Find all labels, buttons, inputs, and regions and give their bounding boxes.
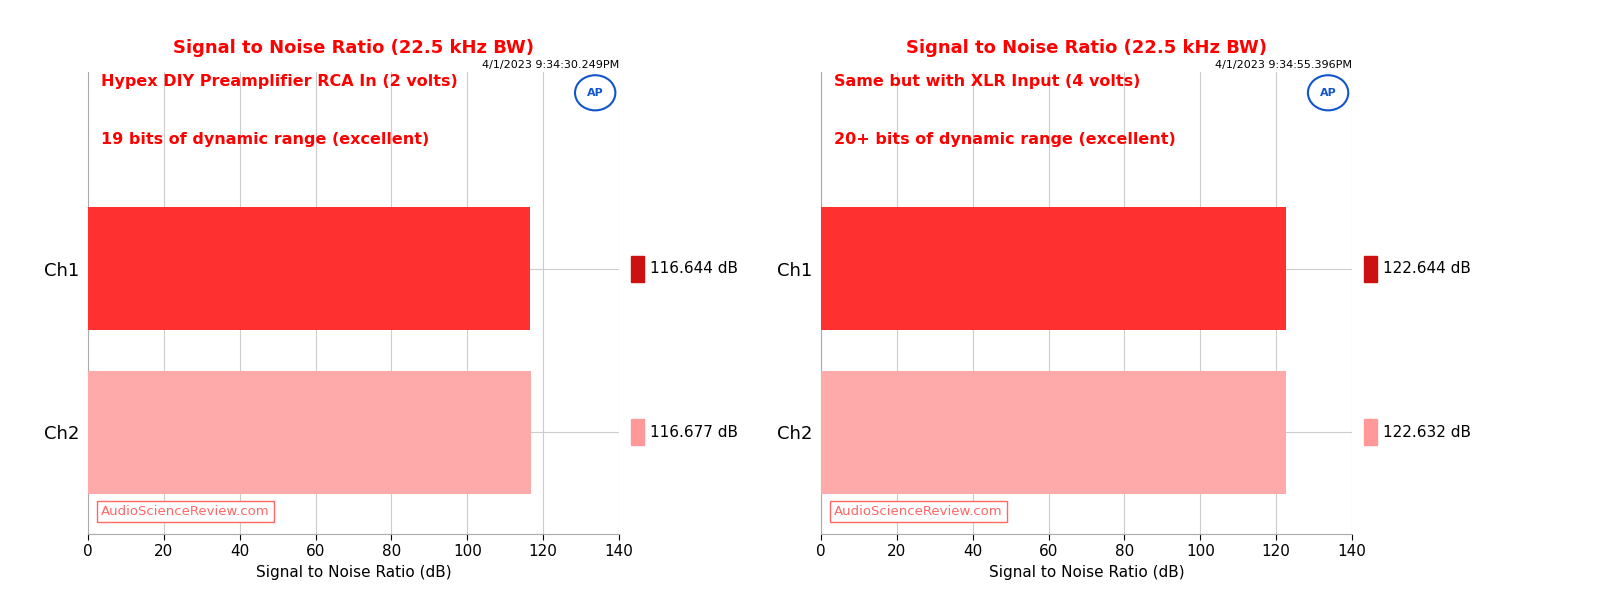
Text: 4/1/2023 9:34:30.249PM: 4/1/2023 9:34:30.249PM — [482, 59, 619, 70]
Text: 19 bits of dynamic range (excellent): 19 bits of dynamic range (excellent) — [101, 132, 429, 147]
FancyBboxPatch shape — [1365, 256, 1378, 281]
Text: Same but with XLR Input (4 volts): Same but with XLR Input (4 volts) — [834, 74, 1141, 89]
Text: 116.677 dB: 116.677 dB — [651, 425, 739, 440]
Bar — [88, 207, 531, 330]
Text: AP: AP — [1320, 88, 1336, 98]
FancyBboxPatch shape — [1365, 419, 1378, 445]
Title: Signal to Noise Ratio (22.5 kHz BW): Signal to Noise Ratio (22.5 kHz BW) — [173, 38, 534, 56]
Text: 116.644 dB: 116.644 dB — [651, 261, 739, 276]
Circle shape — [574, 75, 616, 110]
Bar — [821, 207, 1286, 330]
X-axis label: Signal to Noise Ratio (dB): Signal to Noise Ratio (dB) — [256, 565, 451, 580]
Text: 122.632 dB: 122.632 dB — [1384, 425, 1472, 440]
Text: Hypex DIY Preamplifier RCA In (2 volts): Hypex DIY Preamplifier RCA In (2 volts) — [101, 74, 458, 89]
Text: 20+ bits of dynamic range (excellent): 20+ bits of dynamic range (excellent) — [834, 132, 1176, 147]
FancyBboxPatch shape — [632, 256, 645, 281]
Title: Signal to Noise Ratio (22.5 kHz BW): Signal to Noise Ratio (22.5 kHz BW) — [906, 38, 1267, 56]
Text: AudioScienceReview.com: AudioScienceReview.com — [834, 505, 1003, 518]
Text: AP: AP — [587, 88, 603, 98]
Text: 122.644 dB: 122.644 dB — [1384, 261, 1472, 276]
Circle shape — [1307, 75, 1349, 110]
FancyBboxPatch shape — [632, 419, 645, 445]
Text: AudioScienceReview.com: AudioScienceReview.com — [101, 505, 270, 518]
Text: 4/1/2023 9:34:55.396PM: 4/1/2023 9:34:55.396PM — [1214, 59, 1352, 70]
Bar — [821, 371, 1286, 494]
Bar — [88, 371, 531, 494]
X-axis label: Signal to Noise Ratio (dB): Signal to Noise Ratio (dB) — [989, 565, 1184, 580]
